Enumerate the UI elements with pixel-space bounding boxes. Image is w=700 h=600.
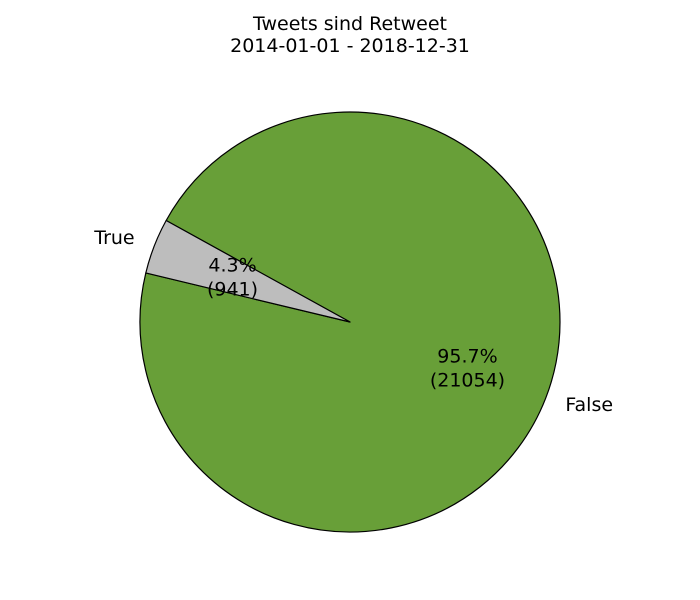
pie-slice-true bbox=[145, 219, 351, 323]
slice-label-true: True bbox=[93, 227, 134, 249]
slice-value-label-true: 4.3% (941) bbox=[207, 254, 258, 300]
slice-value-label-false: 95.7% (21054) bbox=[430, 346, 505, 392]
pie-slices bbox=[139, 111, 561, 533]
slice-label-false: False bbox=[565, 394, 613, 416]
slice-count-false: (21054) bbox=[430, 370, 505, 392]
pie-labels: False 95.7% (21054) True 4.3% (941) bbox=[93, 227, 613, 416]
chart-subtitle: 2014-01-01 - 2018-12-31 bbox=[230, 35, 470, 57]
slice-percent-false: 95.7% bbox=[437, 346, 497, 368]
slice-percent-true: 4.3% bbox=[208, 254, 256, 276]
slice-count-true: (941) bbox=[207, 278, 258, 300]
chart-title: Tweets sind Retweet bbox=[252, 13, 447, 35]
